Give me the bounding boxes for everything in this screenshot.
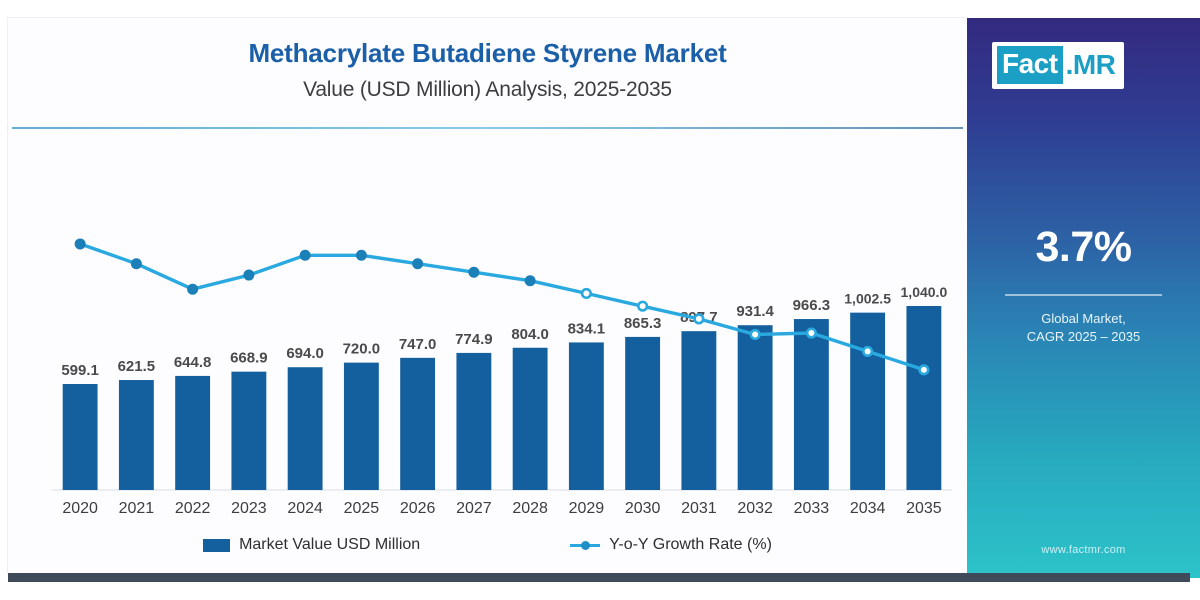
combo-chart-svg: 599.1 621.5 644.8 668.9 694.0 720.0 747.0 774.9…: [52, 238, 952, 491]
cagr-caption: Global Market, CAGR 2025 – 2035: [967, 310, 1200, 346]
logo-fact-text: Fact: [997, 46, 1063, 84]
factmr-logo: Fact .MR: [992, 42, 1125, 89]
bar-swatch-icon: [203, 538, 231, 552]
x-axis-tick: 2029: [568, 500, 605, 517]
bar-value-label: 599.1: [61, 362, 99, 379]
bottom-strip: [8, 573, 1190, 582]
x-axis-tick: 2035: [906, 500, 942, 517]
x-axis-tick: 2025: [343, 500, 380, 517]
x-axis-tick: 2027: [456, 500, 492, 517]
bar: [681, 331, 717, 490]
line-marker: [468, 266, 480, 278]
bar-value-label: 621.5: [118, 358, 156, 375]
line-marker: [74, 238, 86, 250]
line-marker: [580, 287, 592, 300]
x-axis-tick: 2032: [737, 500, 773, 517]
page-title: Methacrylate Butadiene Styrene Market: [248, 38, 727, 68]
bar: [625, 336, 661, 490]
bar: [568, 342, 604, 490]
x-axis-tick: 2031: [681, 500, 717, 517]
line-marker: [637, 300, 649, 312]
logo-mr-text: .MR: [1065, 49, 1116, 80]
bar-value-label: 966.3: [793, 297, 831, 314]
plot-area: 599.1 621.5 644.8 668.9 694.0 720.0 747.0 774.9…: [52, 158, 952, 493]
line-marker: [805, 327, 817, 339]
growth-rate-line: [78, 242, 926, 372]
line-marker: [749, 328, 761, 341]
line-marker: [243, 269, 255, 281]
bar-value-label: 865.3: [624, 315, 662, 332]
bar-value-label: 668.9: [230, 350, 268, 367]
bar: [512, 347, 548, 490]
line-marker: [918, 364, 930, 376]
line-marker: [862, 345, 874, 358]
chart-card: Methacrylate Butadiene Styrene Market Va…: [8, 18, 967, 573]
x-axis-labels: 2020 2021 2022 2023 2024 2025 2026 2027 2028 2029…: [52, 496, 952, 526]
bar: [231, 371, 267, 490]
cagr-caption-line-1: Global Market,: [1041, 311, 1126, 326]
cagr-value: 3.7%: [1035, 223, 1132, 271]
x-axis-tick: 2026: [399, 500, 436, 517]
bar: [62, 384, 98, 490]
header-divider: [12, 127, 963, 129]
bar-value-label: 834.1: [568, 320, 606, 337]
line-marker: [299, 249, 311, 261]
website-url: www.factmr.com: [1041, 544, 1126, 556]
bar: [737, 325, 773, 490]
chart-header: Methacrylate Butadiene Styrene Market Va…: [8, 18, 967, 128]
x-axis-tick: 2021: [118, 500, 155, 517]
line-marker: [355, 249, 367, 261]
line-marker: [130, 258, 142, 270]
bar-value-label: 747.0: [399, 336, 437, 353]
bar-value-label: 931.4: [736, 303, 774, 320]
bar-value-label: 774.9: [455, 331, 493, 348]
page-subtitle: Value (USD Million) Analysis, 2025-2035: [303, 78, 672, 101]
cagr-caption-line-2: CAGR 2025 – 2035: [1026, 329, 1141, 344]
bar-value-label: 644.8: [174, 354, 212, 371]
bar: [287, 367, 323, 490]
legend-label-bar: Market Value USD Million: [239, 536, 421, 553]
chart-legend: Market Value USD Million Y-o-Y Growth Ra…: [8, 536, 967, 554]
line-swatch-icon: [570, 539, 601, 551]
x-axis-tick: 2030: [624, 500, 661, 517]
x-axis-tick: 2023: [231, 500, 267, 517]
bar-value-label: 1,040.0: [901, 284, 948, 300]
x-axis-tick: 2033: [793, 500, 830, 517]
bar-value-label: 720.0: [343, 341, 381, 358]
x-axis-tick: 2020: [62, 500, 98, 517]
line-marker: [524, 275, 536, 287]
bar: [456, 352, 492, 490]
legend-item-line: Y-o-Y Growth Rate (%): [570, 536, 772, 554]
bar: [793, 319, 829, 490]
cagr-divider: [1005, 294, 1162, 296]
line-marker: [693, 313, 705, 325]
bar: [400, 357, 436, 490]
line-marker: [187, 283, 199, 295]
brand-sidebar: Fact .MR 3.7% Global Market, CAGR 2025 –…: [967, 18, 1200, 578]
x-axis-tick: 2022: [174, 500, 211, 517]
bar-value-label: 694.0: [286, 345, 324, 362]
bar-value-label: 804.0: [511, 326, 549, 343]
x-axis-tick: 2024: [287, 500, 323, 517]
x-axis-tick: 2034: [849, 500, 886, 517]
bar: [850, 312, 886, 490]
bar: [906, 306, 942, 490]
bar: [175, 375, 211, 490]
bar: [118, 380, 154, 490]
line-marker: [412, 258, 424, 270]
bar: [343, 362, 379, 490]
legend-label-line: Y-o-Y Growth Rate (%): [609, 536, 772, 553]
legend-item-bar: Market Value USD Million: [203, 536, 420, 554]
bar-value-label: 1,002.5: [844, 291, 891, 307]
x-axis-tick: 2028: [512, 500, 548, 517]
